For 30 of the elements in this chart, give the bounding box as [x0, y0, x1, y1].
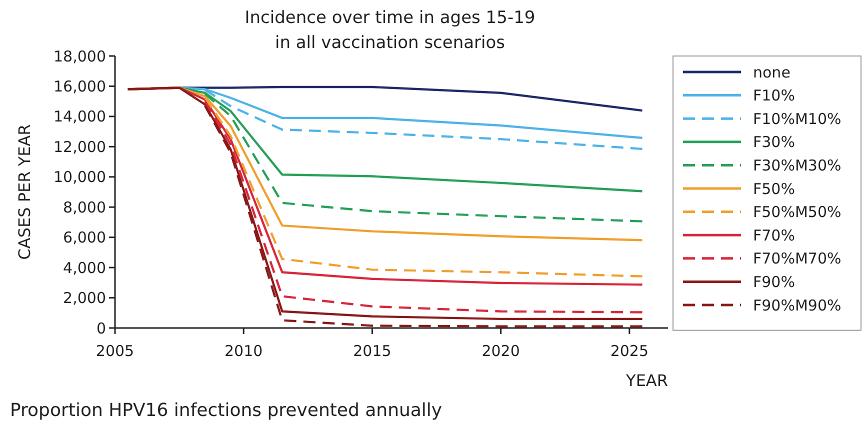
legend-label: F50%M50%: [753, 203, 842, 222]
x-axis-title: YEAR: [625, 371, 668, 390]
x-tick-label: 2005: [96, 342, 134, 360]
y-tick-label: 6,000: [63, 228, 106, 247]
legend-label: F10%M10%: [753, 110, 842, 128]
y-tick-label: 2,000: [63, 289, 106, 308]
legend-label: F70%: [753, 226, 795, 244]
legend-label: F90%: [753, 272, 795, 291]
x-tick-label: 2015: [353, 342, 392, 360]
x-tick-label: 2025: [610, 342, 649, 360]
y-tick-label: 4,000: [63, 258, 106, 277]
legend-label: F10%: [753, 86, 795, 105]
y-tick-label: 14,000: [54, 108, 106, 126]
legend-label: F90%M90%: [753, 296, 842, 314]
y-tick-label: 18,000: [54, 47, 106, 66]
y-tick-label: 0: [96, 319, 106, 338]
legend-label: F50%: [753, 180, 795, 198]
y-tick-label: 8,000: [63, 198, 106, 216]
x-tick-label: 2010: [224, 342, 263, 360]
x-tick-label: 2020: [482, 342, 520, 360]
y-tick-label: 10,000: [54, 168, 106, 186]
chart-title: Incidence over time in ages 15-19 in all vaccination scenarios: [244, 8, 536, 53]
y-tick-label: 16,000: [54, 77, 106, 96]
legend-label: none: [753, 63, 790, 82]
y-axis-title: CASES PER YEAR: [15, 124, 34, 260]
y-tick-label: 12,000: [54, 138, 106, 156]
legend-label: F70%M70%: [753, 250, 842, 268]
text: Proportion HPV16 infections prevented annually: [10, 400, 442, 421]
legend-label: F30%M30%: [753, 156, 842, 174]
legend-label: F30%: [753, 133, 795, 152]
